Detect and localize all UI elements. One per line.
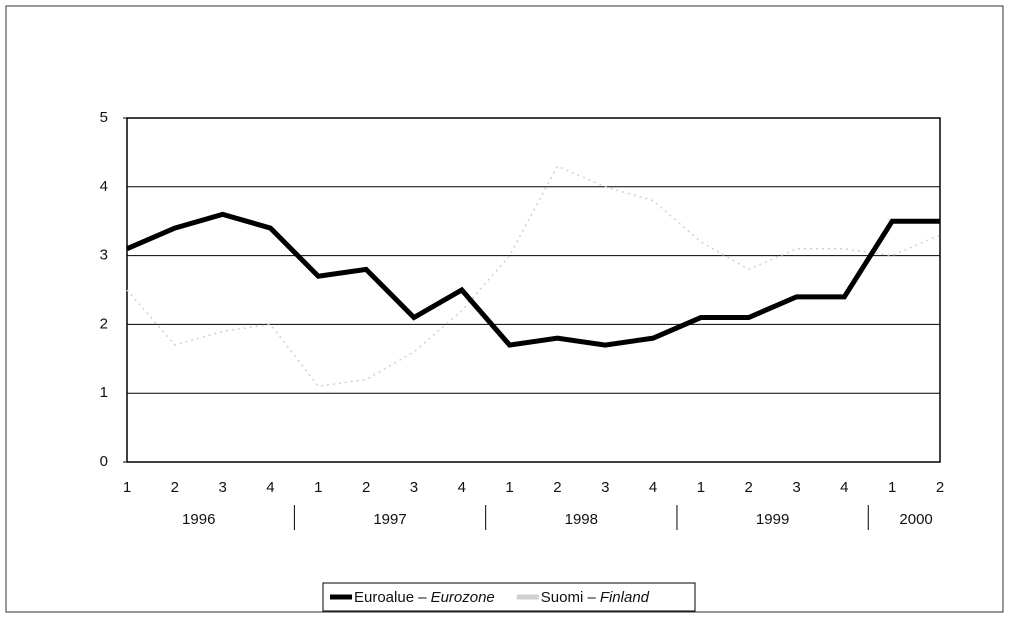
legend-name-en: Eurozone [431, 589, 495, 606]
plot-area [126, 117, 941, 463]
legend-name-en: Finland [600, 589, 650, 606]
legend-name: Suomi – [541, 589, 597, 606]
x-tick-label: 2 [171, 479, 179, 496]
x-tick-label: 1 [505, 479, 513, 496]
x-tick-label: 2 [362, 479, 370, 496]
x-tick-label: 1 [888, 479, 896, 496]
legend-label: Euroalue – Eurozone [354, 589, 495, 606]
legend [322, 582, 696, 612]
y-tick-label: 3 [100, 247, 108, 264]
x-tick-label: 3 [792, 479, 800, 496]
y-tick-label: 0 [100, 453, 108, 470]
series-line [126, 211, 940, 348]
x-tick-label: 3 [601, 479, 609, 496]
legend-label: Suomi – Finland [541, 589, 650, 606]
x-tick-label: 2 [936, 479, 944, 496]
x-tick-label: 3 [410, 479, 418, 496]
legend-name: Euroalue – [354, 589, 427, 606]
x-tick-label: 2 [553, 479, 561, 496]
x-tick-label: 1 [314, 479, 322, 496]
x-tick-label: 4 [266, 479, 274, 496]
x-tick-label: 4 [840, 479, 848, 496]
series-line [126, 165, 941, 388]
frame [5, 5, 1004, 613]
x-tick-label: 1 [697, 479, 705, 496]
year-label: 1999 [756, 511, 789, 528]
x-tick-label: 4 [649, 479, 657, 496]
x-tick-label: 1 [123, 479, 131, 496]
y-tick-label: 5 [100, 109, 108, 126]
y-tick-label: 4 [100, 178, 108, 195]
x-tick-label: 3 [218, 479, 226, 496]
year-label: 1997 [373, 511, 406, 528]
x-tick-label: 2 [745, 479, 753, 496]
year-label: 1996 [182, 511, 215, 528]
year-label: 2000 [899, 511, 932, 528]
year-label: 1998 [565, 511, 598, 528]
y-tick-label: 2 [100, 315, 108, 332]
y-tick-label: 1 [100, 384, 108, 401]
x-tick-label: 4 [458, 479, 466, 496]
